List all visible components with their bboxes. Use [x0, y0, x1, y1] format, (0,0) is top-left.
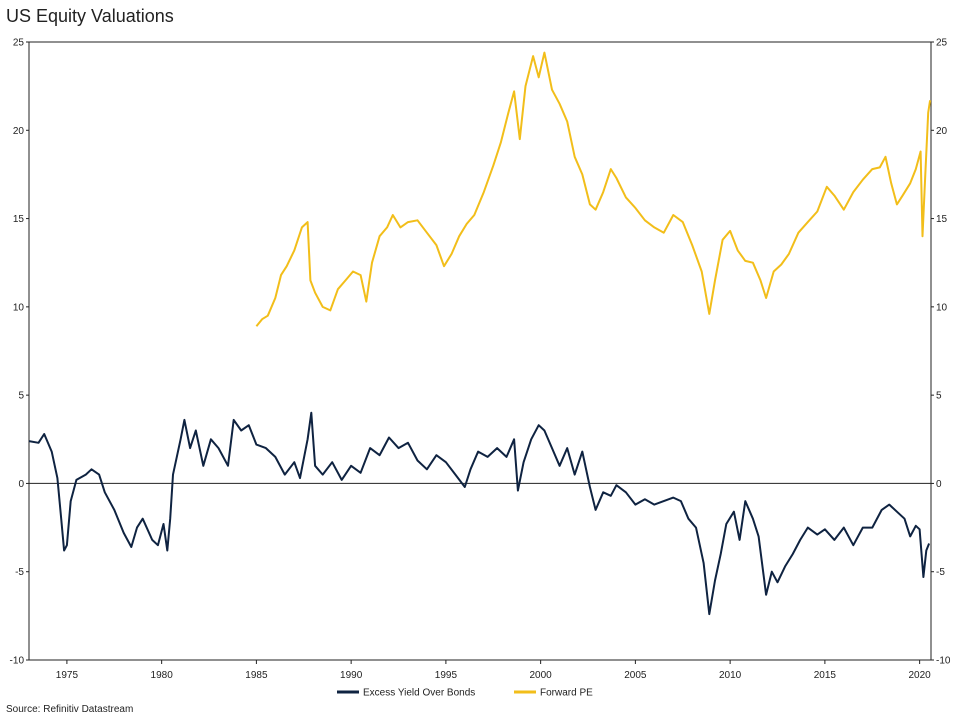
- series-line-excess-yield: [28, 411, 931, 616]
- series-group: [28, 51, 932, 616]
- x-tick-label: 1990: [340, 670, 363, 681]
- left-tick-label: -5: [15, 567, 24, 578]
- x-tick-label: 1985: [245, 670, 268, 681]
- left-tick-label: 15: [13, 214, 25, 225]
- x-tick-label: 2005: [624, 670, 647, 681]
- left-tick-label: 0: [18, 479, 24, 490]
- left-tick-label: 20: [13, 126, 25, 137]
- x-axis-ticks: 1975 1980 1985 1990 1995 2000 2005 2010 2015 2020: [56, 660, 931, 681]
- right-tick-label: 5: [936, 391, 942, 402]
- left-tick-label: 25: [13, 38, 25, 49]
- x-tick-label: 2000: [530, 670, 553, 681]
- right-tick-label: 15: [936, 214, 948, 225]
- x-tick-label: 1980: [151, 670, 174, 681]
- right-tick-label: 0: [936, 479, 942, 490]
- x-tick-label: 2015: [814, 670, 837, 681]
- left-tick-label: 5: [18, 391, 24, 402]
- right-axis-ticks: -10 -5 0 5 10 15 20 25: [931, 38, 951, 667]
- chart-title: US Equity Valuations: [6, 6, 174, 26]
- x-tick-label: 2010: [719, 670, 742, 681]
- right-tick-label: -5: [936, 567, 945, 578]
- legend-label: Forward PE: [540, 688, 593, 699]
- right-tick-label: 20: [936, 126, 948, 137]
- right-tick-label: 10: [936, 302, 948, 313]
- source-note: Source: Refinitiv Datastream: [6, 704, 134, 715]
- left-tick-label: 10: [13, 302, 25, 313]
- x-tick-label: 2020: [909, 670, 932, 681]
- right-tick-label: 25: [936, 38, 948, 49]
- right-tick-label: -10: [936, 656, 951, 667]
- x-tick-label: 1975: [56, 670, 79, 681]
- legend: Excess Yield Over Bonds Forward PE: [337, 688, 593, 699]
- x-tick-label: 1995: [435, 670, 458, 681]
- left-axis-ticks: -10 -5 0 5 10 15 20 25: [10, 38, 29, 667]
- series-line-forward-pe: [255, 51, 932, 327]
- plot-frame: [28, 41, 932, 661]
- left-tick-label: -10: [10, 656, 25, 667]
- legend-label: Excess Yield Over Bonds: [363, 688, 475, 699]
